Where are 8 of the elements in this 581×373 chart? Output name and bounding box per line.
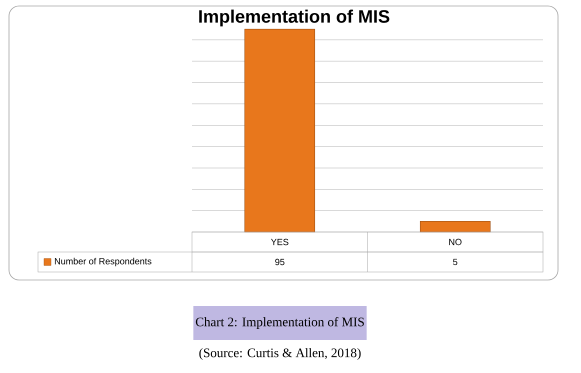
legend-label: Number of Respondents <box>54 258 152 266</box>
x-tick-label: NO <box>449 238 462 246</box>
text: (Source: Curtis & Allen, 2018) <box>199 348 361 360</box>
chart-title: Implementation of MIS <box>199 10 390 26</box>
x-tick-label: YES <box>271 238 288 246</box>
data-label: 95 <box>275 258 284 266</box>
caption: Chart 2: Implementation of MIS <box>196 317 364 329</box>
data-label: 5 <box>453 258 458 266</box>
